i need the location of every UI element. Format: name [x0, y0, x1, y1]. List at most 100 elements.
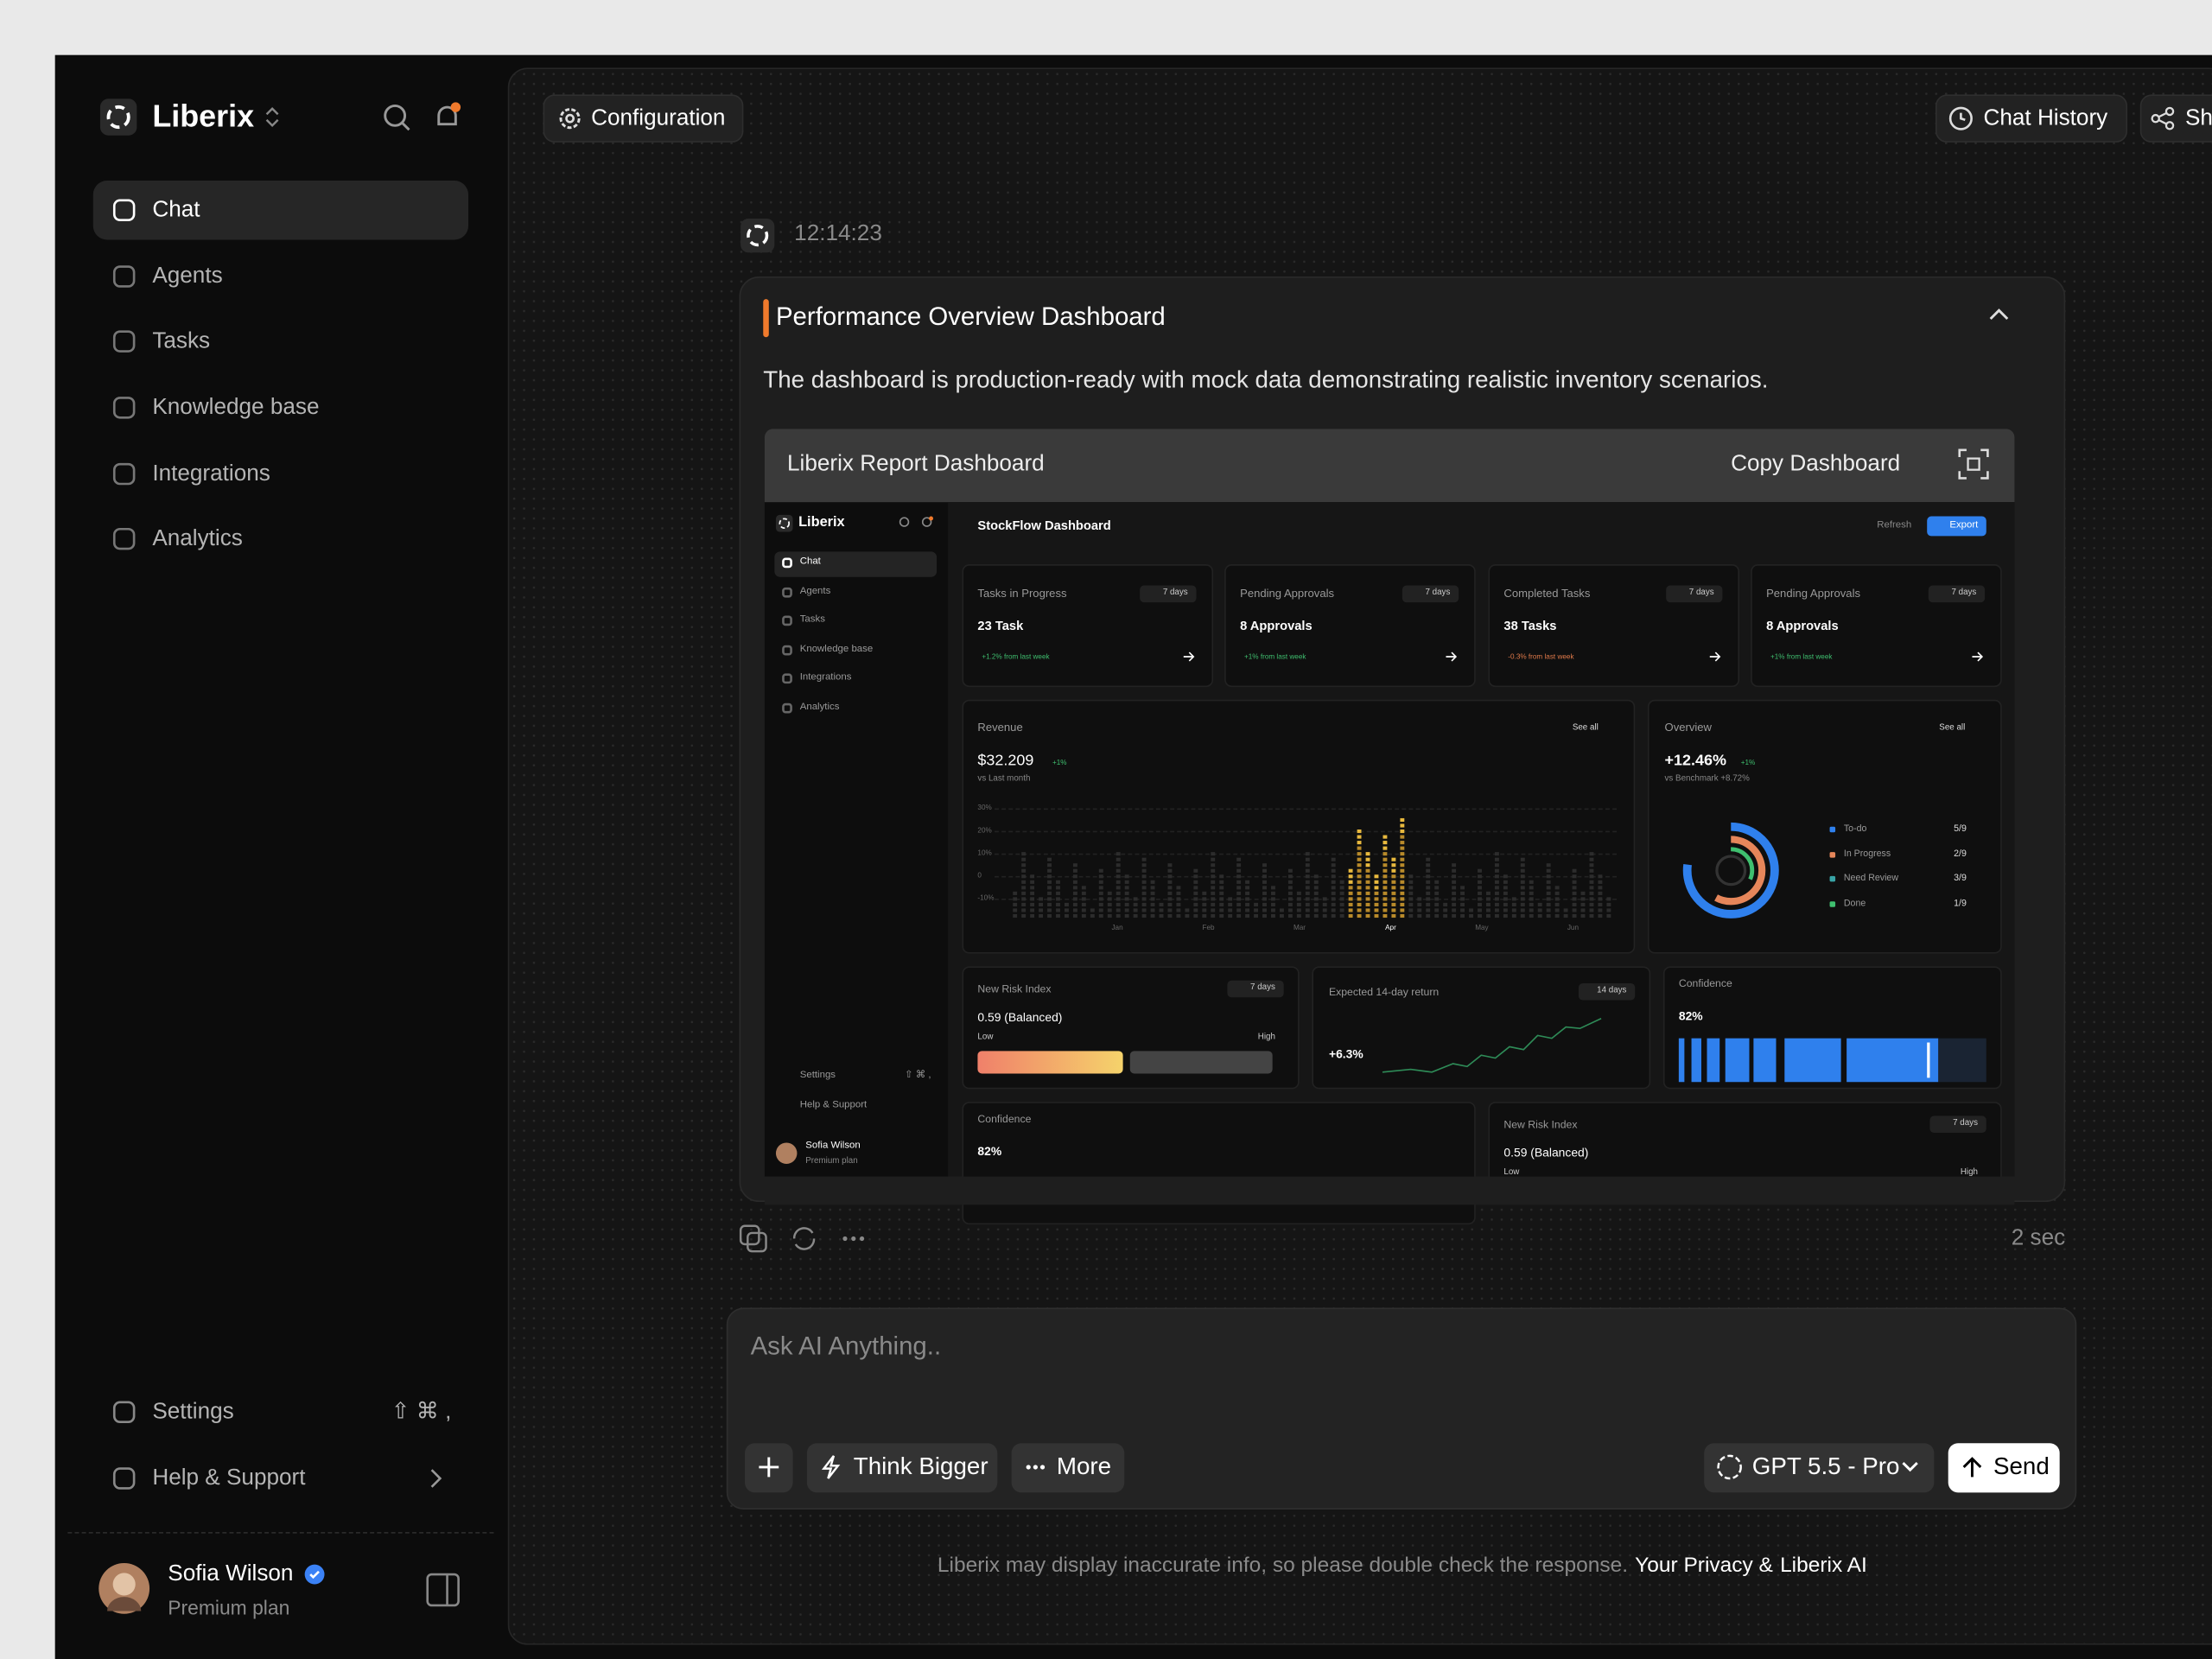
collapse[interactable]: [1989, 308, 2009, 321]
mini-title: StockFlow Dashboard: [977, 518, 1111, 533]
footer-text[interactable]: Your Privacy &: [1635, 1553, 1773, 1578]
settings-icon: [112, 1401, 136, 1424]
mini-value: 0.59 (Balanced): [1503, 1145, 1589, 1160]
mini-legend-count: 5/9: [1954, 823, 1967, 835]
model-chevron: [1902, 1462, 1918, 1472]
mini-nav: Knowledge base: [799, 644, 874, 655]
nav-active[interactable]: [92, 180, 469, 240]
nav-item[interactable]: Tasks: [152, 329, 211, 353]
mini-label: Revenue: [977, 721, 1023, 734]
mini-month: May: [1475, 924, 1489, 933]
mini-nav-icon: [782, 673, 792, 684]
nav-item[interactable]: Integrations: [152, 461, 270, 486]
mini-gauge-fill: [977, 1051, 1123, 1074]
copy-action[interactable]: [739, 1224, 768, 1253]
mini-arrow: [1446, 652, 1458, 662]
mini-panel: [1488, 1102, 2002, 1187]
user-plan: Premium plan: [168, 1596, 290, 1619]
mini-arrow: [1972, 652, 1984, 662]
mini-low: Low: [977, 1033, 994, 1042]
mini-sub: vs Last month: [977, 774, 1031, 784]
logo: [99, 99, 137, 136]
mini-legend-count: 1/9: [1954, 898, 1967, 908]
mini-nav: Chat: [799, 556, 821, 568]
message-text: The dashboard is production-ready with m…: [763, 366, 1769, 394]
button[interactable]: [806, 1443, 998, 1493]
mini-panel: [1488, 564, 1740, 688]
nav-item[interactable]: Knowledge base: [152, 395, 320, 420]
retry-action[interactable]: [790, 1224, 818, 1253]
mini-pill: [1227, 980, 1284, 998]
mini-pill-label: 14 days: [1597, 986, 1627, 995]
gear-icon: [559, 108, 581, 130]
mini-legend-count: 3/9: [1954, 873, 1967, 884]
mini-high: High: [1257, 1033, 1275, 1042]
mini-legend: To-do: [1843, 823, 1867, 835]
plus-icon: [759, 1457, 779, 1478]
verified: [304, 1564, 325, 1585]
share-label: Share: [2184, 106, 2212, 130]
mini-month: Jun: [1567, 924, 1579, 933]
mini-month: Apr: [1385, 924, 1396, 933]
mini-legend-dot: [1829, 900, 1836, 906]
send-label: Send: [1993, 1452, 2050, 1480]
accent-bar: [763, 299, 769, 338]
button[interactable]: [1948, 1443, 2060, 1493]
mini-card-value: 23 Task: [977, 619, 1024, 633]
mini-card-value: 8 Approvals: [1766, 619, 1839, 633]
config-button[interactable]: [543, 94, 744, 143]
mini-value: 0.59 (Balanced): [977, 1009, 1063, 1025]
share-icon: [2151, 106, 2175, 130]
mini-card-delta: +1% from last week: [1244, 652, 1306, 662]
nav-item[interactable]: Analytics: [152, 526, 243, 551]
mini-nav: Integrations: [799, 672, 852, 683]
bolt-icon: [821, 1455, 841, 1479]
mini-bars: [1013, 817, 1611, 918]
mini-legend-count: 2/9: [1954, 849, 1967, 859]
footer-text[interactable]: Liberix AI: [1780, 1553, 1867, 1578]
mini-plan: Premium plan: [805, 1157, 858, 1166]
mini-card-label: Tasks in Progress: [977, 587, 1067, 601]
nav-item[interactable]: Agents: [152, 264, 223, 289]
mini-card-delta: -0.3% from last week: [1508, 652, 1574, 662]
button[interactable]: [1704, 1443, 1935, 1493]
mini-user: Sofia Wilson: [805, 1141, 861, 1151]
mini-card-label: Pending Approvals: [1766, 587, 1861, 601]
duration: 2 sec: [2011, 1226, 2066, 1251]
footer-text: Liberix may display inaccurate info, so …: [937, 1553, 1629, 1578]
mini-value: $32.209: [977, 752, 1034, 770]
mini-ytick: 20%: [977, 826, 992, 836]
mini-arrow: [1183, 652, 1195, 662]
history-button[interactable]: [1936, 94, 2128, 143]
mini-avatar: [775, 1142, 798, 1164]
mini-pill: [1928, 585, 1986, 603]
mini-pill: [1140, 585, 1197, 603]
mini-label: New Risk Index: [977, 982, 1052, 995]
mini-line: [1382, 1018, 1602, 1073]
brand: Liberix: [152, 98, 255, 134]
card-title: Performance Overview Dashboard: [775, 302, 1166, 331]
search-icon: [384, 104, 410, 131]
mini-month: Jan: [1111, 924, 1123, 933]
mini-nav: Settings: [799, 1070, 836, 1081]
mini-nav-icon: [782, 557, 792, 569]
mini-ring: [1682, 822, 1779, 918]
mini-legend: In Progress: [1843, 849, 1891, 859]
mini-panel: [1751, 564, 2002, 688]
mini-arrow: [1709, 652, 1721, 662]
mini-badge: +1%: [1740, 759, 1756, 768]
copy-icon[interactable]: [1958, 448, 1989, 480]
nav-item[interactable]: Chat: [152, 198, 200, 222]
mini-shortcut: ⇧ ⌘ ,: [905, 1070, 931, 1081]
mini-pill: [1578, 982, 1636, 1001]
mini-panel: [962, 1102, 1476, 1225]
model-icon: [1717, 1454, 1742, 1480]
composer-input[interactable]: Ask AI Anything..: [750, 1332, 942, 1361]
mini-nav: Tasks: [799, 614, 825, 625]
mini-conf-bars: [1678, 1038, 1986, 1083]
history-label: Chat History: [1983, 106, 2108, 130]
config-label: Configuration: [591, 106, 726, 130]
logo: [775, 514, 793, 532]
more-action[interactable]: [842, 1236, 865, 1242]
